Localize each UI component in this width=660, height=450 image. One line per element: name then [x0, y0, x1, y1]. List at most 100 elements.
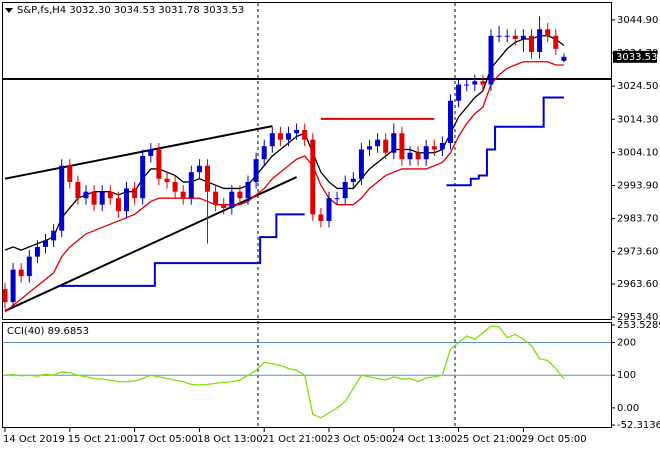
candle-body — [34, 246, 40, 257]
candle-body — [504, 35, 510, 37]
candle-body — [196, 165, 202, 173]
candle-body — [391, 133, 397, 153]
x-tick-label: 24 Oct 13:00 — [392, 434, 457, 445]
y-tick-label: 2973.60 — [617, 246, 658, 257]
y-tick-label: 200 — [617, 338, 636, 349]
candle-body — [448, 100, 453, 143]
candle-body — [383, 139, 389, 153]
candle-body — [245, 181, 251, 199]
indicator-line — [446, 96, 564, 187]
candle-body — [415, 152, 421, 160]
candle-body — [545, 29, 551, 36]
candle-body — [423, 146, 429, 160]
candle-body — [553, 35, 559, 49]
candle-body — [156, 149, 162, 179]
candle-body — [350, 178, 356, 182]
candle-body — [431, 146, 437, 150]
candle-body — [43, 240, 48, 247]
candle-body — [132, 188, 138, 199]
candle-body — [140, 155, 146, 199]
candle-body — [407, 152, 413, 160]
candle-body — [229, 191, 235, 208]
x-tick-label: 29 Oct 05:00 — [521, 434, 586, 445]
candle-body — [124, 188, 129, 212]
y-tick-label: -52.3136 — [617, 420, 660, 431]
x-tick-label: 21 Oct 21:00 — [262, 434, 327, 445]
candle-body — [237, 191, 243, 199]
candle-body — [310, 139, 316, 215]
cci-line — [4, 325, 565, 419]
candle-body — [75, 181, 81, 199]
candle-body — [83, 191, 89, 199]
candle-body — [464, 84, 470, 86]
y-tick-label: 2993.90 — [617, 181, 658, 192]
candle-body — [59, 165, 65, 231]
candle-body — [512, 35, 518, 40]
indicator-line — [4, 61, 564, 313]
y-tick-label: 3014.30 — [617, 114, 658, 125]
candle-body — [2, 289, 8, 303]
trend-line — [4, 125, 273, 180]
candle-body — [18, 269, 24, 277]
candle-body — [302, 129, 308, 140]
candle-body — [537, 29, 543, 53]
candle-body — [205, 165, 210, 192]
candle-body — [107, 191, 113, 199]
candle-body — [399, 133, 405, 160]
y-tick-label: 100 — [617, 370, 636, 381]
candle-body — [358, 149, 364, 179]
candle-body — [318, 214, 324, 221]
x-tick-label: 17 Oct 05:00 — [133, 434, 198, 445]
x-tick-label: 14 Oct 2019 — [3, 434, 65, 445]
candle-body — [115, 198, 121, 212]
candle-body — [253, 159, 259, 182]
chart-title: S&P,fs,H4 3032.30 3034.53 3031.78 3033.5… — [17, 5, 244, 16]
candle-body — [472, 81, 478, 85]
candle-body — [91, 191, 97, 205]
y-tick-label: 253.5289 — [617, 320, 660, 331]
indicator-line — [4, 35, 565, 251]
candle-body — [496, 35, 502, 37]
candle-body — [439, 142, 445, 150]
candle-body — [213, 191, 219, 205]
y-tick-label: 3044.90 — [617, 15, 658, 26]
candle-body — [342, 181, 348, 199]
candle-body — [375, 139, 381, 147]
candle-body — [269, 133, 275, 147]
candle-body — [286, 133, 291, 140]
candle-body — [529, 35, 534, 53]
y-tick-label: 2963.60 — [617, 279, 658, 290]
candle-body — [277, 133, 283, 140]
x-tick-label: 23 Oct 05:00 — [327, 434, 392, 445]
candle-body — [520, 35, 526, 40]
candle-body — [26, 256, 32, 277]
indicator-line — [57, 213, 305, 287]
candle-body — [334, 198, 340, 200]
price-tag — [613, 50, 657, 63]
y-tick-label: 3004.10 — [617, 147, 658, 158]
candle-body — [51, 230, 57, 241]
candle-body — [326, 198, 332, 221]
cci-title: CCI(40) 89.6853 — [7, 326, 89, 337]
candle-body — [164, 178, 170, 182]
y-tick-label: 3024.50 — [617, 81, 658, 92]
x-tick-label: 15 Oct 21:00 — [68, 434, 133, 445]
candle-body — [221, 204, 227, 208]
y-tick-label: 2983.70 — [617, 214, 658, 225]
candle-body — [561, 56, 567, 61]
y-tick-label: 2953.40 — [617, 312, 658, 323]
price-tag-label: 3033.53 — [616, 52, 657, 63]
y-tick-label: 0.00 — [617, 403, 639, 414]
candle-body — [294, 129, 300, 134]
menu-triangle — [5, 8, 13, 13]
candle-body — [367, 146, 372, 150]
main-panel — [2, 2, 612, 320]
candle-body — [180, 191, 186, 199]
candle-body — [261, 146, 267, 160]
candle-body — [456, 84, 462, 101]
candle-body — [480, 81, 486, 85]
candle-body — [67, 165, 73, 182]
candle-body — [172, 181, 178, 192]
